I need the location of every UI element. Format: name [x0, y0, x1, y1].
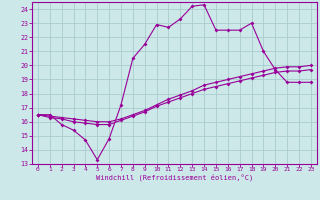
X-axis label: Windchill (Refroidissement éolien,°C): Windchill (Refroidissement éolien,°C) [96, 174, 253, 181]
